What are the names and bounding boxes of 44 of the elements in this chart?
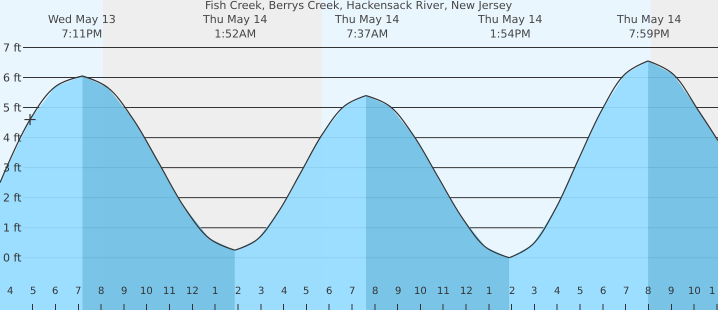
y-tick-label: 1 ft <box>3 222 22 235</box>
x-tick-label: 4 <box>281 286 288 297</box>
x-tick-label: 1 <box>709 286 716 297</box>
x-tick-label: 4 <box>554 286 560 297</box>
annotation: Wed May 13 7:11PM <box>48 13 116 40</box>
x-tick-label: 12 <box>186 286 199 297</box>
x-tick-label: 8 <box>98 286 104 297</box>
y-tick-label: 0 ft <box>3 252 22 265</box>
x-tick-label: 8 <box>645 286 652 297</box>
y-tick-label: 7 ft <box>3 41 22 54</box>
x-tick-label: 6 <box>52 286 58 297</box>
x-tick-label: 7 <box>75 286 82 297</box>
x-tick-label: 10 <box>688 286 701 297</box>
x-tick-label: 10 <box>140 286 153 297</box>
annotation: Thu May 14 7:37AM <box>334 13 400 40</box>
chart-title: Fish Creek, Berrys Creek, Hackensack River, New Jersey <box>205 0 513 12</box>
x-tick-label: 9 <box>668 286 674 297</box>
x-tick-label: 2 <box>235 286 242 297</box>
x-tick-label: 4 <box>7 286 14 297</box>
x-tick-label: 8 <box>372 286 378 297</box>
y-tick-label: 2 ft <box>3 192 22 205</box>
x-tick-label: 11 <box>163 286 176 297</box>
x-tick-label: 6 <box>326 286 332 297</box>
x-tick-label: 5 <box>577 286 584 297</box>
annotation: Thu May 14 1:52AM <box>202 13 268 40</box>
y-tick-label: 5 ft <box>3 101 22 114</box>
x-tick-label: 7 <box>623 286 630 297</box>
x-tick-label: 9 <box>395 286 402 297</box>
x-tick-label: 11 <box>437 286 450 297</box>
annotation: Thu May 14 7:59PM <box>616 13 682 40</box>
x-tick-label: 7 <box>349 286 356 297</box>
y-tick-label: 6 ft <box>3 71 22 84</box>
x-tick-label: 5 <box>30 286 36 297</box>
x-tick-label: 1 <box>212 286 218 297</box>
annotation: Thu May 14 1:54PM <box>477 13 542 40</box>
x-tick-label: 6 <box>600 286 606 297</box>
x-tick-label: 9 <box>121 286 128 297</box>
x-tick-label: 3 <box>258 286 264 297</box>
x-tick-label: 5 <box>303 286 310 297</box>
x-tick-label: 12 <box>460 286 473 297</box>
x-tick-label: 1 <box>486 286 492 297</box>
x-tick-label: 10 <box>414 286 427 297</box>
x-tick-label: 2 <box>509 286 516 297</box>
x-tick-label: 3 <box>531 286 538 297</box>
